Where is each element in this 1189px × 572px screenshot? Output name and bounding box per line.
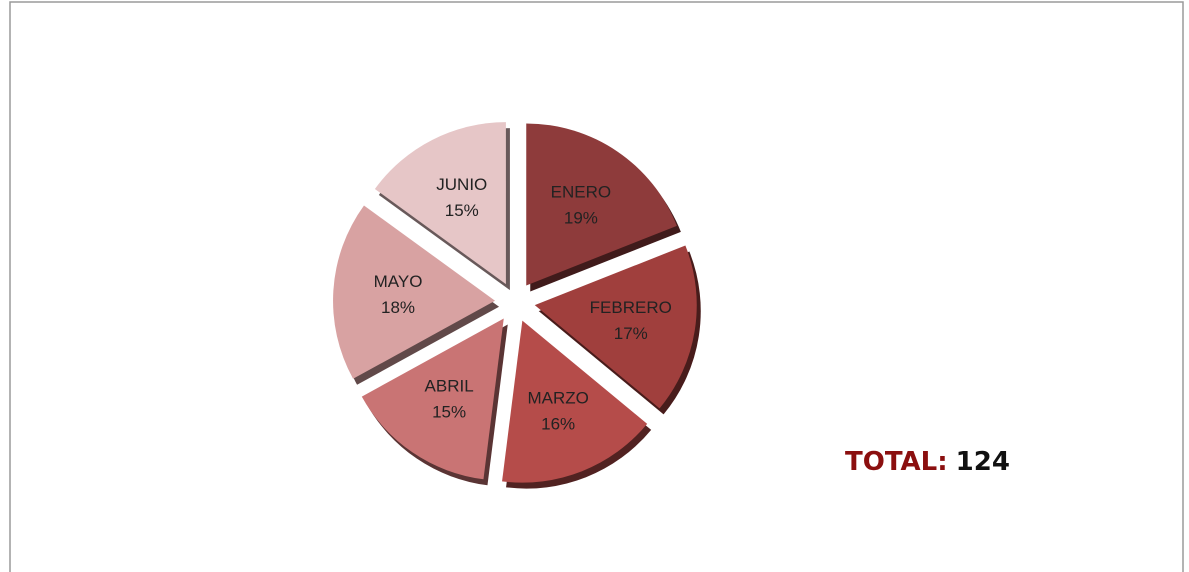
slice-category: ABRIL (425, 376, 474, 395)
slice-category: MARZO (527, 388, 588, 407)
total-label: TOTAL: (845, 447, 948, 477)
slice-category: FEBRERO (590, 298, 672, 317)
slice-category: MAYO (374, 272, 423, 291)
total: TOTAL: 124 (845, 447, 1010, 477)
slice-value: 16% (541, 414, 575, 433)
slice (502, 320, 648, 483)
slice (333, 205, 496, 379)
slice-category: JUNIO (436, 175, 487, 194)
slice-value: 15% (445, 201, 479, 220)
slice-category: ENERO (551, 183, 611, 202)
slice (361, 318, 504, 480)
slice (526, 123, 677, 286)
slice-value: 19% (564, 209, 598, 228)
slice (534, 245, 697, 409)
slice (374, 122, 506, 285)
slice-value: 17% (614, 324, 648, 343)
slice-value: 15% (432, 402, 466, 421)
total-value: 124 (956, 447, 1010, 477)
frame (9, 1, 1184, 572)
slice-value: 18% (381, 298, 415, 317)
